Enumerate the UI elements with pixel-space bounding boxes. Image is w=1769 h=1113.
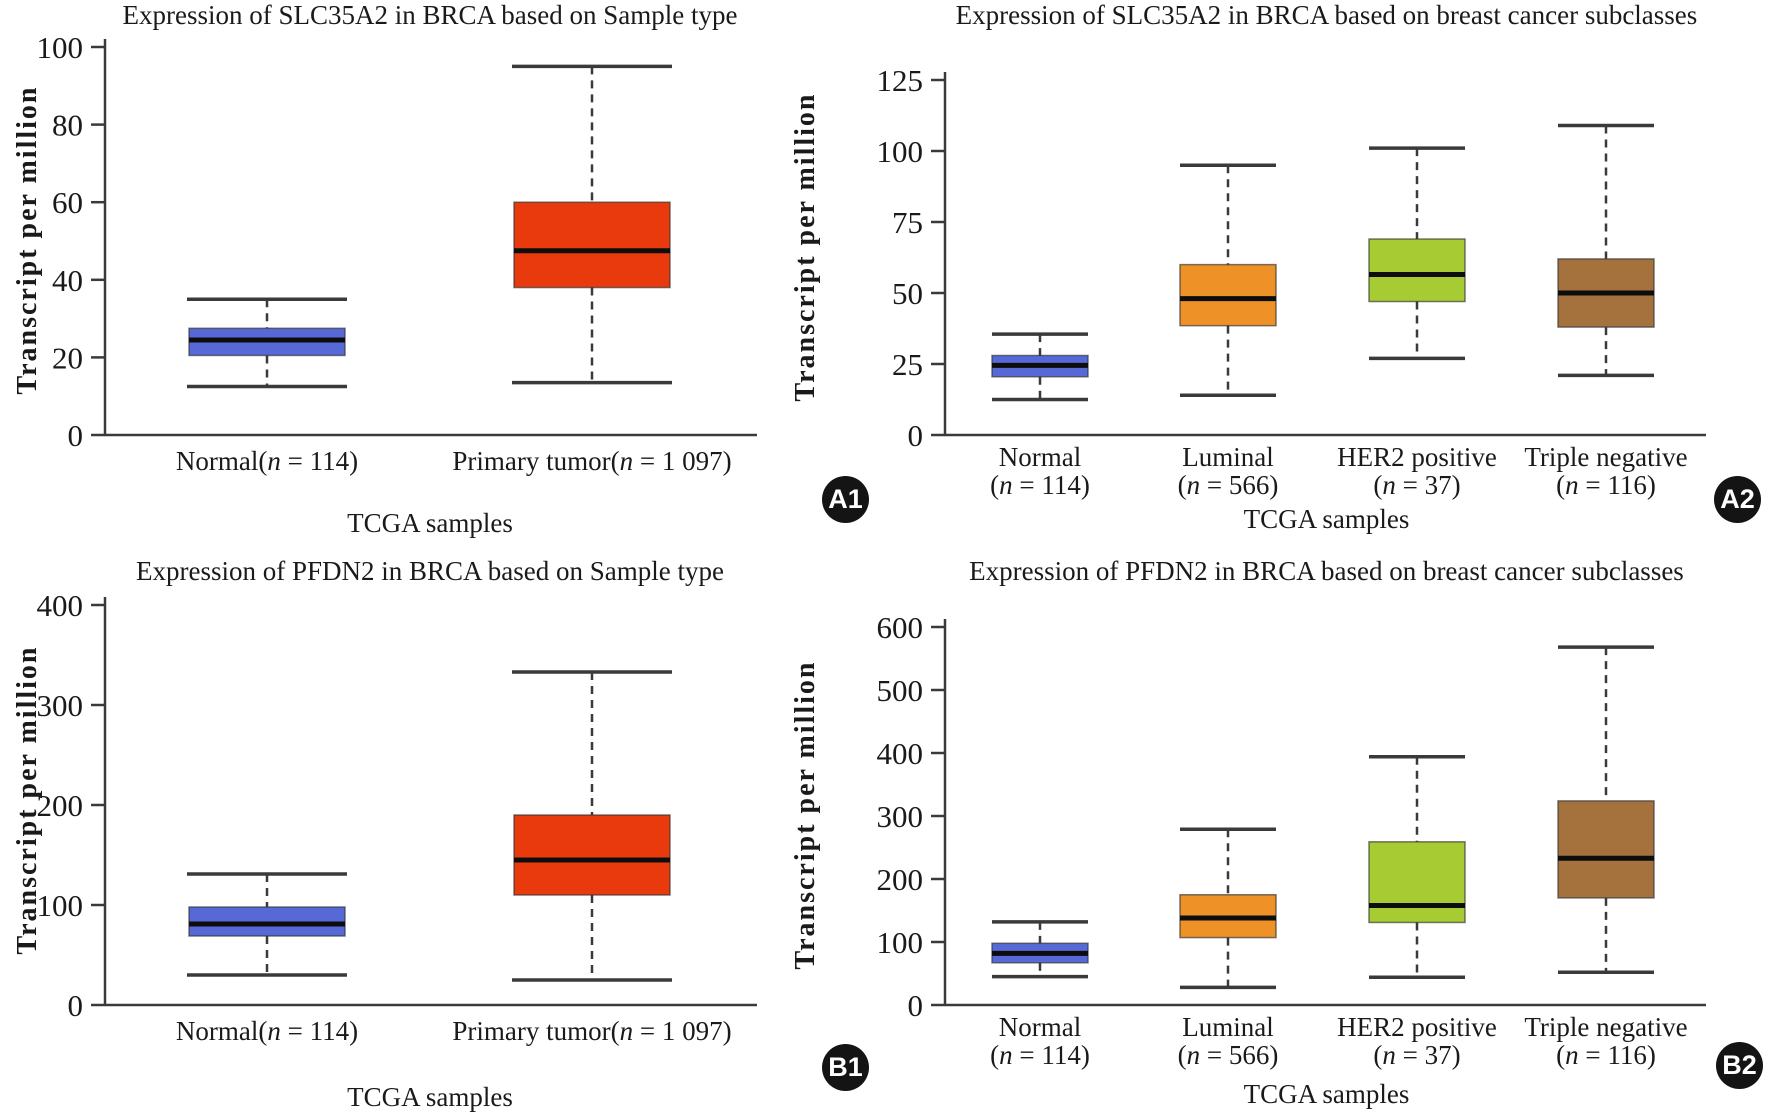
y-tick-label: 600 xyxy=(877,610,924,645)
category-label-count: (n = 114) xyxy=(990,1040,1090,1070)
panel-B2: 0 100 200 300 400 500 600 Normal(n = 114) Lumina… xyxy=(877,610,1706,1070)
y-tick-label: 300 xyxy=(877,799,924,834)
category-label: Normal(n = 114) xyxy=(176,1016,358,1046)
boxplot-luminal: Luminal(n = 566) xyxy=(1178,827,1279,1070)
boxplot-her2-positive: HER2 positive(n = 37) xyxy=(1337,755,1497,1070)
panel-a2-badge: A2 xyxy=(1714,476,1761,523)
y-tick-label: 100 xyxy=(877,925,924,960)
panel-b2-y-axis-label: Transcript per million xyxy=(790,660,821,970)
category-label-count: (n = 37) xyxy=(1373,1040,1460,1070)
y-tick-label: 40 xyxy=(52,263,83,298)
panel-a2-y-axis-label: Transcript per million xyxy=(790,92,821,402)
panel-B1: 0 100 200 300 400 Normal(n = 114) Primary tumo… xyxy=(37,588,757,1046)
category-label-name: HER2 positive xyxy=(1337,1012,1497,1042)
iqr-box xyxy=(1368,238,1466,303)
y-tick-label: 300 xyxy=(37,688,84,723)
panel-a1-badge: A1 xyxy=(822,476,869,523)
panel-a1-title: Expression of SLC35A2 in BRCA based on S… xyxy=(122,0,738,30)
category-label-count: (n = 116) xyxy=(1556,470,1656,500)
panel-b1-title: Expression of PFDN2 in BRCA based on Sam… xyxy=(136,556,724,586)
panel-b1-x-axis-label: TCGA samples xyxy=(347,1082,513,1112)
y-tick-label: 100 xyxy=(37,30,84,65)
iqr-box xyxy=(1179,263,1277,327)
panel-a2-title: Expression of SLC35A2 in BRCA based on b… xyxy=(955,0,1698,30)
y-tick-label: 500 xyxy=(877,673,924,708)
boxplot-primary-tumor: Primary tumor(n = 1 097) xyxy=(452,670,732,1046)
y-tick-label: 25 xyxy=(892,347,923,382)
category-label-name: Luminal xyxy=(1182,1012,1273,1042)
iqr-box xyxy=(513,201,671,289)
y-tick-label: 0 xyxy=(68,988,84,1023)
boxplot-luminal: Luminal(n = 566) xyxy=(1178,163,1279,500)
iqr-box xyxy=(1557,800,1655,899)
y-tick-label: 100 xyxy=(37,888,84,923)
panel-a1-x-axis-label: TCGA samples xyxy=(347,508,513,538)
panel-b2-badge: B2 xyxy=(1716,1042,1763,1089)
y-tick-label: 0 xyxy=(908,988,924,1023)
category-label-name: Luminal xyxy=(1182,442,1273,472)
y-tick-label: 0 xyxy=(68,418,84,453)
y-tick-label: 80 xyxy=(52,108,83,143)
panel-b1-badge: B1 xyxy=(822,1044,869,1091)
category-label-count: (n = 566) xyxy=(1178,470,1279,500)
boxplot-normal: Normal(n = 114) xyxy=(990,332,1090,500)
y-tick-label: 125 xyxy=(877,63,924,98)
boxplot-normal: Normal(n = 114) xyxy=(176,872,358,1046)
boxplot-triple-negative: Triple negative(n = 116) xyxy=(1524,123,1688,500)
y-tick-label: 200 xyxy=(37,788,84,823)
iqr-box xyxy=(513,814,671,896)
y-tick-label: 75 xyxy=(892,205,923,240)
category-label-count: (n = 566) xyxy=(1178,1040,1279,1070)
y-tick-label: 400 xyxy=(37,588,84,623)
y-tick-label: 50 xyxy=(892,276,923,311)
category-label-count: (n = 114) xyxy=(990,470,1090,500)
panel-A1: 0 20 40 60 80 100 Normal(n = 114) Primary tumor… xyxy=(37,30,757,476)
y-tick-label: 400 xyxy=(877,736,924,771)
boxplot-triple-negative: Triple negative(n = 116) xyxy=(1524,645,1688,1070)
boxplot-normal: Normal(n = 114) xyxy=(176,297,358,476)
category-label-name: Triple negative xyxy=(1524,1012,1687,1042)
category-label-count: (n = 116) xyxy=(1556,1040,1656,1070)
y-tick-label: 20 xyxy=(52,340,83,375)
category-label-name: Normal xyxy=(999,1012,1081,1042)
category-label-name: Normal xyxy=(999,442,1081,472)
boxplot-her2-positive: HER2 positive(n = 37) xyxy=(1337,146,1497,500)
panel-a1-y-axis-label: Transcript per million xyxy=(12,85,43,395)
category-label-name: Triple negative xyxy=(1524,442,1687,472)
y-tick-label: 60 xyxy=(52,185,83,220)
y-tick-label: 200 xyxy=(877,862,924,897)
category-label: Primary tumor(n = 1 097) xyxy=(452,446,731,476)
category-label: Primary tumor(n = 1 097) xyxy=(452,1016,731,1046)
y-tick-label: 0 xyxy=(908,418,924,453)
category-label-name: HER2 positive xyxy=(1337,442,1497,472)
category-label: Normal(n = 114) xyxy=(176,446,358,476)
boxplot-normal: Normal(n = 114) xyxy=(990,920,1090,1070)
panel-b1-y-axis-label: Transcript per million xyxy=(12,645,43,955)
panel-a2-x-axis-label: TCGA samples xyxy=(1243,504,1410,534)
y-tick-label: 100 xyxy=(877,134,924,169)
panel-b2-x-axis-label: TCGA samples xyxy=(1243,1079,1410,1109)
iqr-box xyxy=(1368,841,1466,924)
panel-b2-title: Expression of PFDN2 in BRCA based on bre… xyxy=(969,556,1684,586)
boxplot-primary-tumor: Primary tumor(n = 1 097) xyxy=(452,64,732,476)
category-label-count: (n = 37) xyxy=(1373,470,1460,500)
